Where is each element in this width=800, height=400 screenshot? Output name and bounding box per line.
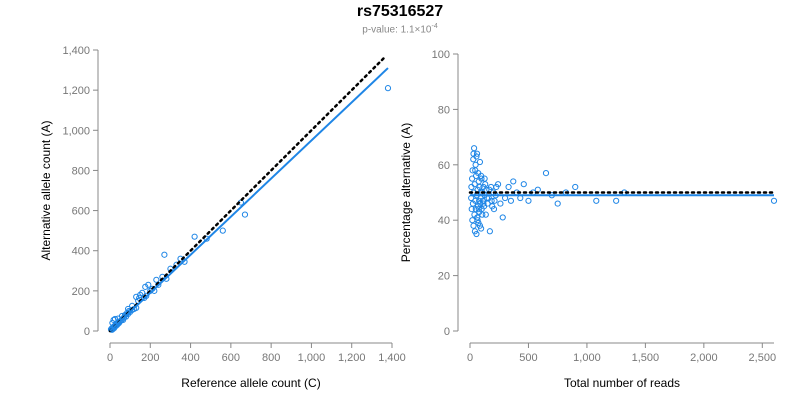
left-data-point (191, 233, 198, 240)
right-x-tick-label: 1,000 (573, 352, 601, 364)
right-y-tick-label: 0 (444, 326, 450, 338)
right-y-tick-label: 40 (438, 215, 450, 227)
right-data-point (572, 183, 579, 191)
left-y-tick-label: 400 (72, 246, 90, 258)
right-data-point (470, 222, 477, 229)
right-data-point (468, 206, 475, 213)
right-data-point (470, 145, 478, 152)
right-data-point (469, 167, 476, 174)
left-y-tick-label: 800 (72, 165, 90, 177)
right-x-tick-label: 1,500 (632, 352, 660, 364)
left-data-point (161, 251, 168, 258)
right-data-point (474, 214, 481, 221)
right-data-point (474, 217, 481, 224)
pvalue-subtitle: p-value: 1.1×10-4 (0, 23, 800, 35)
right-data-point (613, 197, 620, 204)
right-data-point (488, 197, 495, 204)
right-y-tick-label: 20 (438, 271, 450, 283)
left-y-axis-title: Alternative allele count (A) (39, 120, 53, 260)
right-x-axis-title: Total number of reads (564, 376, 680, 390)
right-data-point (475, 206, 482, 213)
right-data-point (770, 197, 778, 204)
left-x-tick-label: 200 (141, 352, 159, 364)
right-data-point (491, 197, 498, 204)
left-x-tick-label: 800 (262, 352, 280, 364)
right-data-point (469, 217, 476, 224)
right-data-point (497, 200, 504, 207)
left-data-point (219, 227, 226, 234)
left-y-tick-label: 1,000 (62, 125, 90, 137)
right-data-point (486, 228, 493, 235)
left-x-axis-title: Reference allele count (C) (181, 376, 320, 390)
right-data-point (471, 181, 478, 188)
right-data-point (593, 197, 600, 204)
pvalue-base: 10 (420, 24, 432, 36)
chart-title: rs75316527 (356, 3, 444, 20)
left-y-tick-label: 200 (72, 286, 90, 298)
left-x-tick-label: 1,000 (298, 352, 326, 364)
left-y-tick-label: 600 (72, 206, 90, 218)
right-y-axis-title: Percentage alternative (A) (399, 123, 413, 262)
left-data-point (241, 211, 249, 218)
left-data-point (142, 283, 149, 290)
left-data-point (384, 85, 392, 92)
right-y-tick-label: 60 (438, 160, 450, 172)
right-x-tick-label: 0 (467, 352, 473, 364)
left-data-point (133, 293, 140, 300)
left-data-point (111, 315, 119, 323)
left-data-point (139, 289, 146, 296)
right-data-point (505, 183, 512, 191)
left-x-tick-label: 400 (181, 352, 199, 364)
right-data-point (483, 186, 490, 193)
right-y-tick-label: 80 (438, 104, 450, 116)
right-data-point (493, 183, 500, 191)
right-data-point (542, 170, 550, 177)
right-data-point (520, 181, 527, 188)
right-data-point (472, 167, 479, 174)
right-data-point (554, 200, 561, 207)
right-data-point (473, 230, 480, 238)
right-data-point (480, 200, 487, 207)
right-data-point (468, 183, 475, 191)
left-x-tick-label: 0 (107, 352, 113, 364)
left-x-tick-label: 1,400 (378, 352, 406, 364)
right-data-point (473, 150, 481, 157)
left-expected-line (108, 54, 388, 333)
right-data-point (478, 225, 485, 232)
right-data-point (472, 197, 479, 204)
pvalue-exponent: -4 (431, 23, 438, 30)
left-data-point (153, 276, 160, 283)
right-data-point (481, 175, 488, 182)
right-data-point (473, 153, 480, 160)
right-y-tick-label: 100 (432, 49, 450, 61)
right-x-tick-label: 500 (519, 352, 537, 364)
right-data-point (476, 222, 484, 229)
left-x-tick-label: 600 (222, 352, 240, 364)
right-data-point (499, 214, 506, 221)
right-data-point (479, 197, 486, 204)
right-data-point (478, 175, 485, 182)
right-data-point (482, 211, 489, 218)
right-x-tick-label: 2,000 (690, 352, 718, 364)
left-y-tick-label: 1,400 (62, 45, 90, 57)
right-data-point (490, 206, 498, 213)
right-data-point (507, 197, 515, 204)
right-data-point (510, 178, 517, 185)
left-fit-line (109, 67, 389, 332)
left-y-tick-label: 1,200 (62, 85, 90, 97)
right-x-tick-label: 2,500 (749, 352, 777, 364)
right-data-point (525, 197, 532, 204)
left-x-tick-label: 1,200 (338, 352, 366, 364)
right-data-point (476, 158, 484, 166)
right-data-point (479, 211, 486, 218)
pvalue-label: p-value: 1.1 (362, 24, 415, 36)
pvalue-times: × (414, 24, 421, 36)
left-y-tick-label: 0 (84, 326, 90, 338)
